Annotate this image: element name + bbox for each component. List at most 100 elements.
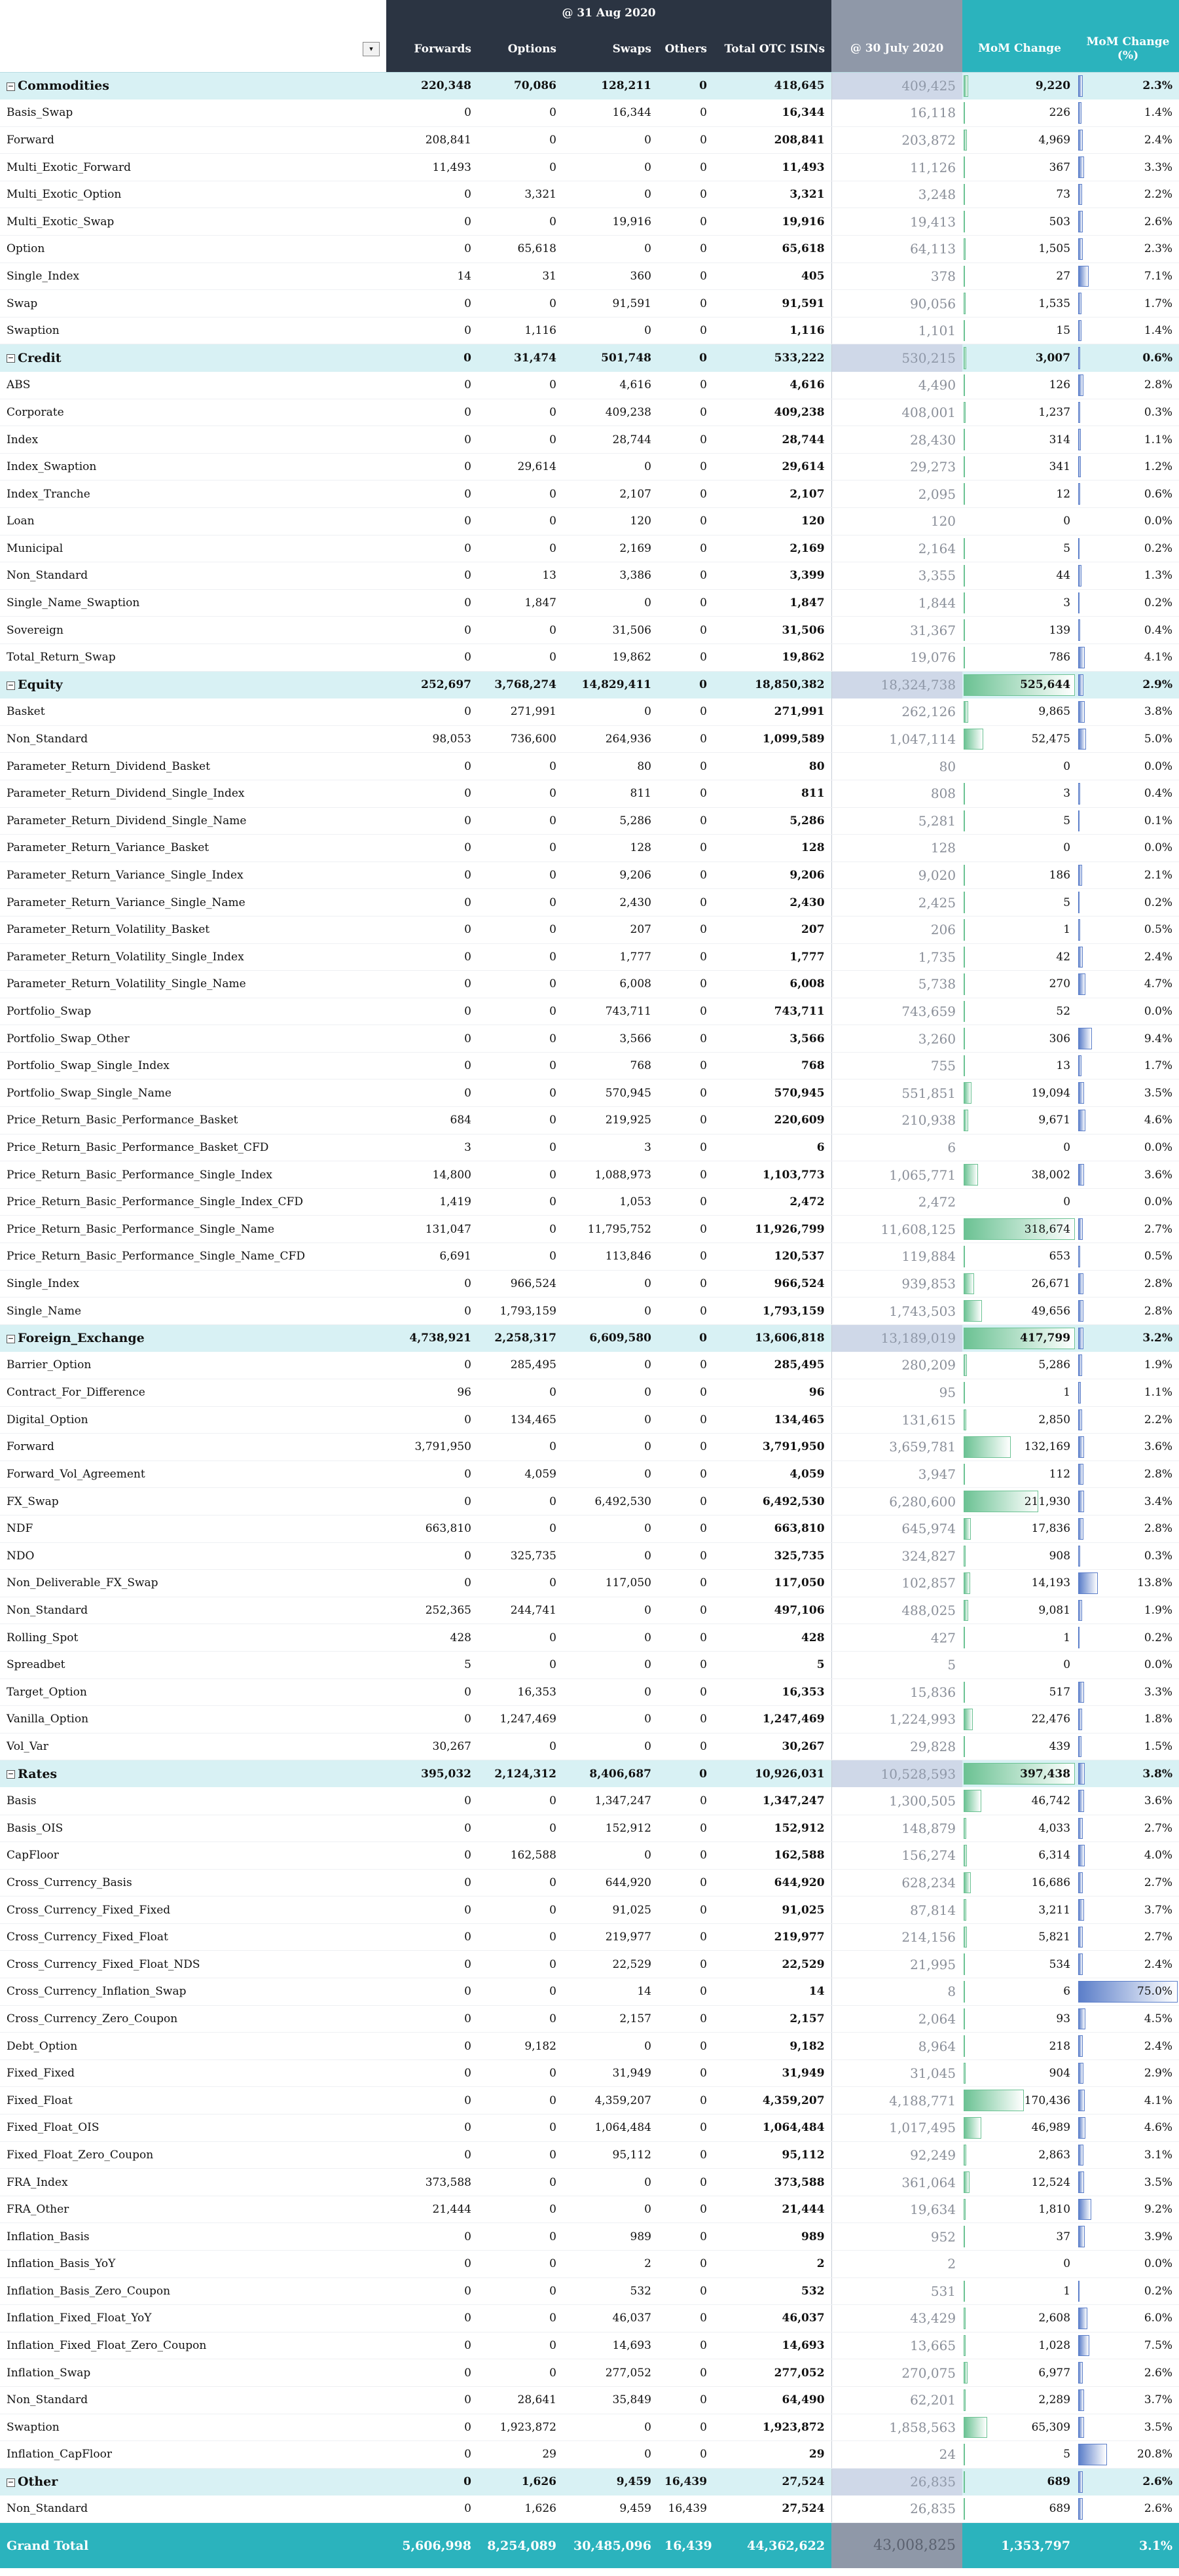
cell-mom-change: 44 [962,562,1078,590]
col-mom-change[interactable]: MoM Change [962,26,1078,72]
cell-mom-change-pct: 4.1% [1077,644,1179,672]
col-swaps[interactable]: Swaps [563,26,658,72]
cell-mom-change-pct-bar [1078,810,1080,832]
row-label-text: Corporate [7,405,64,419]
cell-swaps: 1,347,247 [563,1787,658,1815]
cell-total: 46,037 [714,2304,832,2332]
cell-mom-change-pct-value: 7.1% [1144,269,1173,283]
col-options[interactable]: Options [478,26,563,72]
col-others[interactable]: Others [658,26,714,72]
col-prev-period[interactable]: @ 30 July 2020 [831,26,963,72]
collapse-toggle-icon[interactable]: − [7,1333,15,1343]
cell-prev-period: 21,995 [831,1950,963,1979]
row-label[interactable]: − Equity [0,670,386,698]
cell-mom-change-bar [964,1899,966,1921]
cell-mom-change-pct: 3.8% [1077,1760,1179,1788]
cell-mom-change-value: 13 [1056,1059,1071,1073]
cell-mom-change-pct: 3.3% [1077,1678,1179,1707]
cell-prev-period: 3,355 [831,562,963,590]
collapse-toggle-icon[interactable]: − [7,680,15,690]
group-row-rates[interactable]: − Rates 395,032 2,124,312 8,406,687 0 10,926,0… [0,1760,1179,1788]
row-label-text: Multi_Exotic_Option [7,188,122,202]
dropdown-arrow-icon[interactable]: ▾ [363,41,380,56]
cell-mom-change-pct-value: 0.2% [1144,1631,1173,1644]
cell-options: 0 [478,1624,563,1652]
cell-prev-period: 5,281 [831,807,963,835]
cell-total: 18,850,382 [714,670,832,698]
cell-mom-change-pct-bar [1078,2198,1092,2221]
cell-mom-change-pct-value: 1.7% [1144,297,1173,310]
cell-prev-period: 43,429 [831,2304,963,2332]
cell-mom-change: 689 [962,2467,1078,2495]
cell-mom-change-pct-bar [1078,864,1083,886]
row-label-text: Swap [7,297,38,310]
cell-mom-change: 417,799 [962,1324,1078,1352]
collapse-toggle-icon[interactable]: − [7,354,15,363]
cell-others: 0 [658,1678,714,1707]
row-label: Non_Standard [0,2495,386,2523]
cell-mom-change-pct-bar [1078,2144,1084,2166]
row-label[interactable]: − Rates [0,1760,386,1788]
cell-forwards: 0 [386,1052,478,1080]
col-total-otc-isins[interactable]: Total OTC ISINs [714,26,832,72]
cell-total: 13,606,818 [714,1324,832,1352]
cell-forwards: 0 [386,2414,478,2442]
cell-mom-change-pct-bar [1078,1872,1083,1894]
collapse-toggle-icon[interactable]: − [7,81,15,91]
cell-mom-change-bar [964,782,966,805]
row-label[interactable]: − Credit [0,344,386,372]
cell-mom-change: 46,989 [962,2114,1078,2142]
cell-mom-change-bar [964,2062,966,2084]
collapse-toggle-icon[interactable]: − [7,1769,15,1779]
cell-swaps: 207 [563,916,658,944]
group-row-credit[interactable]: − Credit 0 31,474 501,748 0 533,222 530,215 3,00… [0,344,1179,372]
row-label[interactable]: − Other [0,2467,386,2495]
row-label[interactable]: − Foreign_Exchange [0,1324,386,1352]
cell-mom-change-pct-value: 0.3% [1144,405,1173,419]
cell-mom-change: 73 [962,181,1078,209]
cell-others: 0 [658,1515,714,1543]
row-label[interactable]: − Commodities [0,71,386,100]
cell-options: 0 [478,2141,563,2169]
row-label-text: Non_Standard [7,2502,88,2516]
cell-mom-change-pct: 2.4% [1077,2032,1179,2060]
cell-mom-change: 12 [962,480,1078,508]
collapse-toggle-icon[interactable]: − [7,2477,15,2487]
group-row-foreign-exchange[interactable]: − Foreign_Exchange 4,738,921 2,258,317 6,609… [0,1324,1179,1352]
cell-options: 0 [478,834,563,862]
cell-prev-period: 102,857 [831,1569,963,1597]
cell-mom-change: 93 [962,2005,1078,2033]
row-label: Price_Return_Basic_Performance_Basket_CF… [0,1134,386,1162]
cell-mom-change-pct-value: 3.7% [1144,2393,1173,2407]
cell-total: 1,064,484 [714,2114,832,2142]
cell-mom-change-pct-value: 3.6% [1144,1168,1173,1182]
cell-mom-change-bar [964,2389,966,2411]
cell-mom-change-bar [964,129,967,151]
group-row-other[interactable]: − Other 0 1,626 9,459 16,439 27,524 26,835 689 2.… [0,2467,1179,2495]
cell-mom-change-bar [964,2362,968,2384]
cell-prev-period: 90,056 [831,289,963,317]
group-row-commodities[interactable]: − Commodities 220,348 70,086 128,211 0 418,645… [0,71,1179,100]
row-label: Sovereign [0,616,386,644]
cell-options: 0 [478,99,563,127]
row-label: Debt_Option [0,2032,386,2060]
cell-mom-change-pct-value: 1.3% [1144,569,1173,583]
col-forwards[interactable]: Forwards [386,26,478,72]
cell-prev-period: 131,615 [831,1406,963,1434]
row-label-text: Loan [7,515,35,528]
cell-forwards: 0 [386,2114,478,2142]
group-row-equity[interactable]: − Equity 252,697 3,768,274 14,829,411 0 18,850… [0,670,1179,698]
col-mom-change-pct[interactable]: MoM Change (%) [1077,26,1179,72]
cell-options: 0 [478,1978,563,2006]
row-label-text: Rates [18,1766,58,1781]
cell-mom-change: 38,002 [962,1161,1078,1189]
cell-total: 65,618 [714,235,832,263]
cell-mom-change-value: 0 [1063,1140,1071,1154]
cell-swaps: 0 [563,2196,658,2224]
cell-forwards: 0 [386,2032,478,2060]
cell-others: 0 [658,2086,714,2115]
cell-swaps: 2,107 [563,480,658,508]
cell-mom-change-value: 0 [1063,1658,1071,1672]
row-label: Loan [0,507,386,535]
row-label-text: Cross_Currency_Inflation_Swap [7,1985,187,1999]
